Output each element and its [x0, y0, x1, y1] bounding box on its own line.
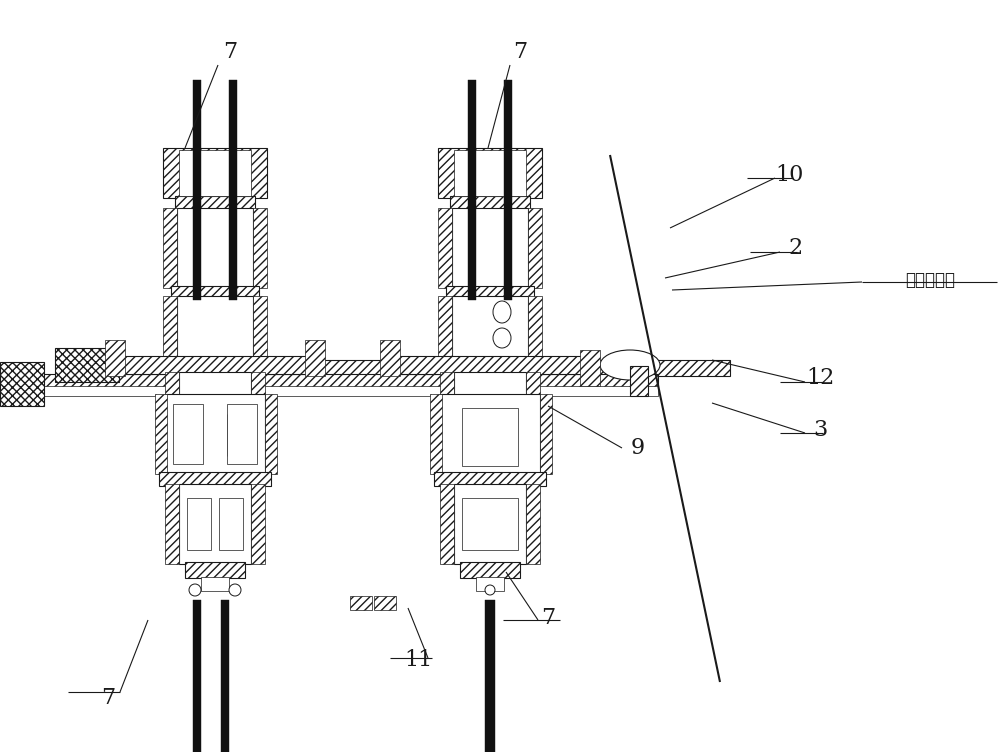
- Bar: [315, 360, 490, 376]
- Bar: [450, 196, 530, 210]
- Bar: [251, 484, 265, 564]
- Text: 3: 3: [813, 419, 827, 441]
- Bar: [630, 366, 648, 396]
- Text: 10: 10: [776, 164, 804, 186]
- Bar: [452, 296, 528, 358]
- Text: 11: 11: [404, 649, 432, 671]
- Bar: [430, 394, 442, 474]
- Bar: [18, 374, 658, 388]
- Bar: [163, 296, 177, 358]
- Bar: [163, 148, 267, 198]
- Bar: [440, 372, 454, 396]
- Bar: [590, 360, 730, 376]
- Text: 一次分离面: 一次分离面: [905, 271, 955, 289]
- Bar: [504, 80, 512, 300]
- Bar: [0, 362, 44, 406]
- Ellipse shape: [600, 350, 660, 380]
- Bar: [18, 386, 658, 396]
- Bar: [175, 196, 255, 210]
- Bar: [219, 498, 243, 550]
- Bar: [179, 484, 251, 564]
- Bar: [380, 340, 400, 376]
- Bar: [526, 484, 540, 564]
- Bar: [460, 562, 520, 578]
- Bar: [179, 150, 251, 196]
- Bar: [440, 484, 454, 564]
- Bar: [185, 562, 245, 578]
- Bar: [350, 596, 372, 610]
- Bar: [253, 208, 267, 288]
- Bar: [253, 296, 267, 358]
- Bar: [171, 286, 259, 298]
- Bar: [454, 484, 526, 564]
- Bar: [580, 350, 600, 386]
- Bar: [159, 472, 271, 486]
- Bar: [462, 498, 518, 550]
- Bar: [540, 394, 552, 474]
- Text: 7: 7: [541, 607, 555, 629]
- Bar: [528, 208, 542, 288]
- Bar: [476, 577, 504, 591]
- Ellipse shape: [493, 301, 511, 323]
- Bar: [155, 394, 167, 474]
- Circle shape: [485, 585, 495, 595]
- Bar: [179, 372, 251, 396]
- Bar: [434, 472, 546, 486]
- Text: 2: 2: [788, 237, 802, 259]
- Text: 12: 12: [806, 367, 834, 389]
- Circle shape: [229, 584, 241, 596]
- Bar: [305, 340, 325, 376]
- Bar: [229, 80, 237, 300]
- Bar: [227, 404, 257, 464]
- Ellipse shape: [493, 328, 511, 348]
- Bar: [454, 372, 526, 396]
- Bar: [454, 150, 526, 196]
- Bar: [485, 600, 495, 752]
- Bar: [115, 356, 315, 374]
- Bar: [177, 208, 253, 288]
- Bar: [177, 296, 253, 358]
- Bar: [165, 372, 179, 396]
- Bar: [193, 80, 201, 300]
- Bar: [446, 286, 534, 298]
- Bar: [251, 372, 265, 396]
- Bar: [55, 348, 119, 382]
- Bar: [173, 404, 203, 464]
- Bar: [201, 577, 229, 591]
- Bar: [374, 596, 396, 610]
- Circle shape: [189, 584, 201, 596]
- Text: 7: 7: [101, 687, 115, 709]
- Bar: [163, 208, 177, 288]
- Bar: [165, 484, 179, 564]
- Bar: [265, 394, 277, 474]
- Bar: [187, 498, 211, 550]
- Bar: [221, 600, 229, 752]
- Text: 7: 7: [513, 41, 527, 63]
- Bar: [165, 394, 265, 474]
- Text: 9: 9: [631, 437, 645, 459]
- Bar: [452, 208, 528, 288]
- Bar: [528, 296, 542, 358]
- Bar: [390, 356, 590, 374]
- Bar: [438, 148, 542, 198]
- Bar: [526, 372, 540, 396]
- Bar: [438, 296, 452, 358]
- Bar: [462, 408, 518, 466]
- Text: 7: 7: [223, 41, 237, 63]
- Bar: [468, 80, 476, 300]
- Bar: [193, 600, 201, 752]
- Bar: [105, 340, 125, 376]
- Bar: [440, 394, 540, 474]
- Bar: [438, 208, 452, 288]
